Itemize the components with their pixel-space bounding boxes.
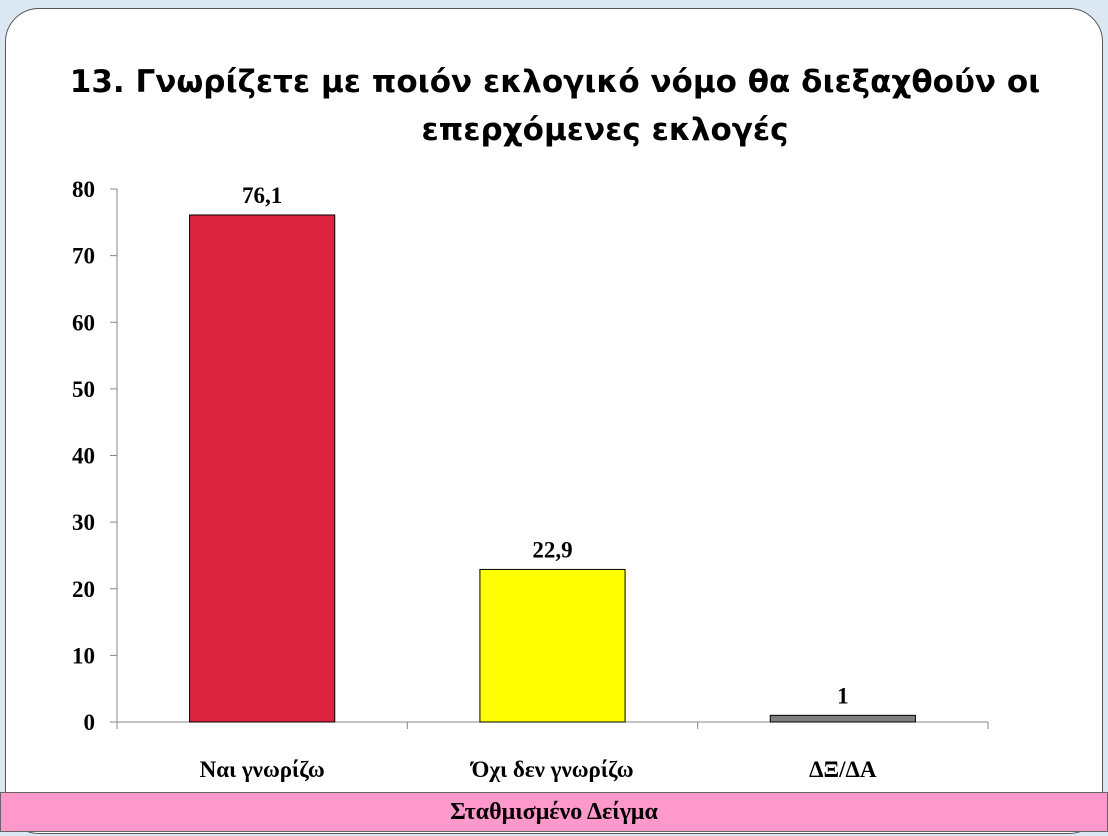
bar: [769, 714, 916, 723]
y-tick-label: 0: [84, 710, 96, 735]
footer: Σταθμισμένο Δείγμα: [0, 792, 1108, 832]
y-tick-label: 70: [72, 244, 95, 269]
y-tick-label: 40: [72, 444, 95, 469]
y-tick-label: 30: [72, 510, 95, 535]
x-tick-label: ΔΞ/ΔΑ: [809, 757, 877, 782]
x-tick-label: Ναι γνωρίζω: [200, 757, 325, 782]
x-tick-label: Όχι δεν γνωρίζω: [470, 757, 634, 782]
y-tick-label: 10: [72, 643, 95, 668]
value-label: 76,1: [242, 183, 282, 208]
value-label: 22,9: [532, 537, 572, 562]
y-tick-label: 50: [72, 377, 95, 402]
chart-title: 13. Γνωρίζετε με ποιόν εκλογικό νόμο θα …: [70, 64, 1040, 100]
y-tick-label: 60: [72, 310, 95, 335]
value-label: 1: [837, 683, 849, 708]
y-tick-label: 80: [72, 177, 95, 202]
chart-title: επερχόμενες εκλογές: [421, 112, 788, 148]
bar: [189, 214, 336, 723]
bar: [479, 568, 626, 723]
y-tick-label: 20: [72, 577, 95, 602]
